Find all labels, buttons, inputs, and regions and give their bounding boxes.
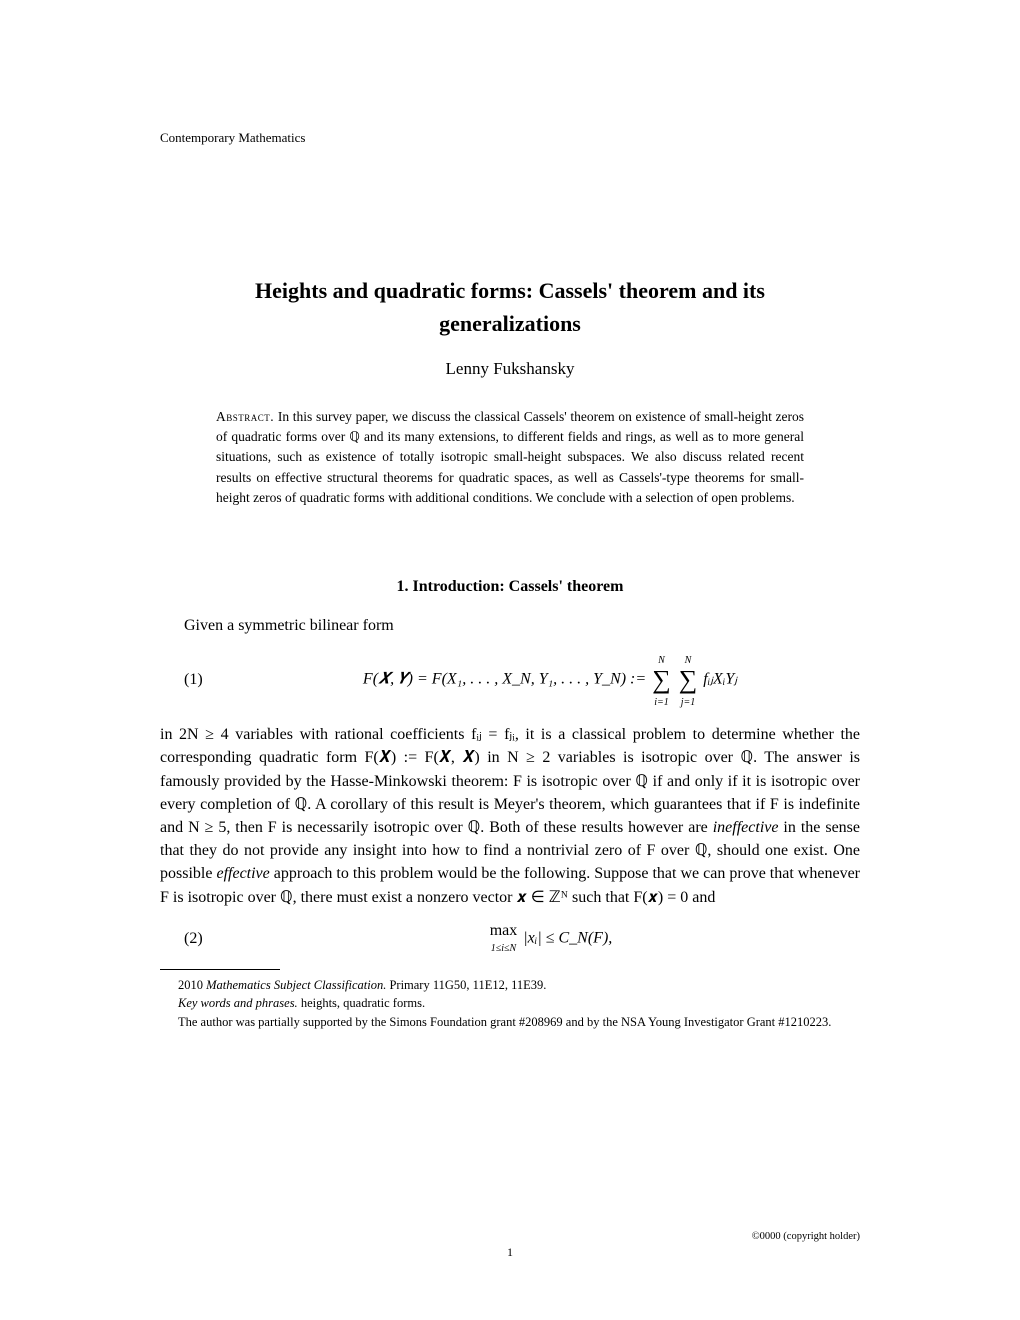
page-number: 1 <box>0 1245 1020 1260</box>
abstract-label: Abstract. <box>216 409 274 424</box>
max-sub: 1≤i≤N <box>491 943 516 954</box>
sum-2-lower: j=1 <box>681 697 696 708</box>
equation-2-rhs: |xᵢ| ≤ C_N(F), <box>523 929 612 946</box>
equation-1-tail: fᵢⱼXᵢYⱼ <box>703 671 737 688</box>
footnote-3: The author was partially supported by th… <box>160 1013 860 1032</box>
equation-2-number: (2) <box>160 930 240 948</box>
abstract-text: In this survey paper, we discuss the cla… <box>216 409 804 505</box>
equation-1-lhs: F(𝑿, 𝒀) = F(X₁, . . . , X_N, Y₁, . . . ,… <box>363 671 646 688</box>
equation-2: (2) max 1≤i≤N |xᵢ| ≤ C_N(F), <box>160 923 860 955</box>
max-label: max <box>490 922 518 939</box>
paper-title-line2: generalizations <box>160 311 860 337</box>
abstract-block: Abstract. In this survey paper, we discu… <box>216 407 804 508</box>
para2-italic2: effective <box>216 865 269 882</box>
equation-1-content: F(𝑿, 𝒀) = F(X₁, . . . , X_N, Y₁, . . . ,… <box>240 651 860 709</box>
para2-italic1: ineffective <box>713 819 779 836</box>
footnote-2-label: Key words and phrases. <box>178 996 298 1010</box>
paper-title-line1: Heights and quadratic forms: Cassels' th… <box>160 276 860 307</box>
author-name: Lenny Fukshansky <box>160 359 860 379</box>
footnote-1-text: 2010 Mathematics Subject Classification.… <box>178 978 546 992</box>
footnote-1: 2010 Mathematics Subject Classification.… <box>160 976 860 995</box>
section-heading: 1. Introduction: Cassels' theorem <box>160 578 860 596</box>
equation-1: (1) F(𝑿, 𝒀) = F(X₁, . . . , X_N, Y₁, . .… <box>160 651 860 709</box>
copyright-notice: ©0000 (copyright holder) <box>752 1231 860 1242</box>
footnote-2: Key words and phrases. heights, quadrati… <box>160 994 860 1013</box>
equation-2-content: max 1≤i≤N |xᵢ| ≤ C_N(F), <box>240 923 860 955</box>
series-title: Contemporary Mathematics <box>160 130 860 146</box>
paragraph-1: Given a symmetric bilinear form <box>160 614 860 637</box>
footnote-2-text: heights, quadratic forms. <box>298 996 425 1010</box>
equation-1-number: (1) <box>160 671 240 689</box>
sum-1: N ∑ i=1 <box>652 651 671 709</box>
footnote-rule <box>160 969 280 970</box>
sum-1-lower: i=1 <box>654 697 669 708</box>
paragraph-2: in 2N ≥ 4 variables with rational coeffi… <box>160 723 860 909</box>
max-operator: max 1≤i≤N <box>490 923 518 955</box>
sum-2: N ∑ j=1 <box>679 651 698 709</box>
